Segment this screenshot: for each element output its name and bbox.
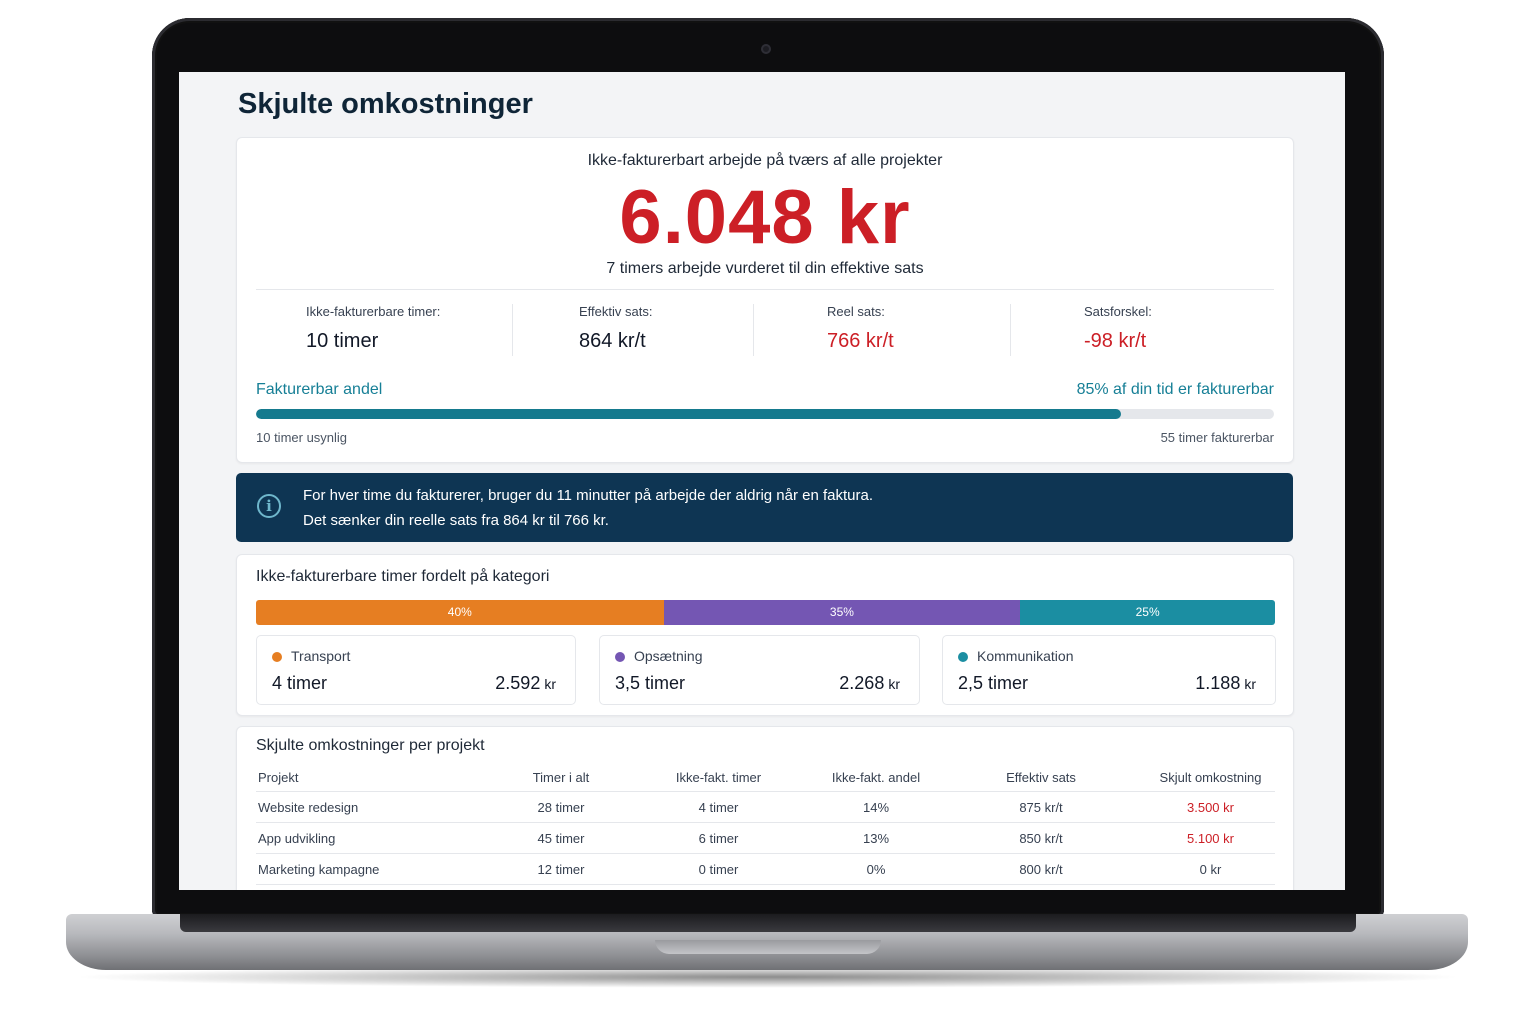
table-row[interactable]: App udvikling 45 timer 6 timer 13% 850 k… (256, 822, 1275, 854)
cell-nonbillable-hours: 0 timer (621, 853, 816, 885)
category-tile-setup: Opsætning 3,5 timer 2.268 kr (599, 635, 920, 705)
metric-effective-rate: Effektiv sats: 864 kr/t (579, 304, 652, 353)
cell-nonbillable-hours: 4 timer (621, 791, 816, 823)
column-header: Timer i alt (501, 763, 621, 792)
category-cost-value: 2.268 (839, 673, 885, 693)
metric-label: Satsforskel: (1084, 304, 1152, 319)
divider (256, 289, 1274, 290)
category-hours: 4 timer (272, 673, 328, 693)
category-cost-unit: kr (544, 676, 556, 692)
category-name: Opsætning (634, 648, 703, 664)
category-name: Kommunikation (977, 648, 1074, 664)
category-name: Transport (291, 648, 351, 664)
category-tile-transport: Transport 4 timer 2.592 kr (256, 635, 576, 705)
category-title: Ikke-fakturerbare timer fordelt på kateg… (256, 568, 550, 585)
billable-share-label: Fakturerbar andel (256, 381, 383, 398)
info-icon: i (257, 494, 281, 518)
category-cost: 1.188 kr (1195, 673, 1256, 694)
category-hours: 2,5 timer (958, 673, 1029, 693)
billable-progress-bar (256, 409, 1274, 419)
cell-nonbillable-share: 14% (816, 791, 936, 823)
billable-hours-caption: 55 timer fakturerbar (1160, 430, 1274, 445)
billable-share-text: 85% af din tid er fakturerbar (1076, 381, 1274, 398)
info-banner: i For hver time du fakturerer, bruger du… (236, 473, 1293, 542)
column-header: Effektiv sats (936, 763, 1146, 792)
cell-total-hours: 28 timer (501, 791, 621, 823)
column-header: Skjult omkostning (1146, 763, 1275, 792)
metric-label: Reel sats: (827, 304, 885, 319)
category-dot-icon (615, 652, 625, 662)
category-cost-unit: kr (888, 676, 900, 692)
category-cost: 2.592 kr (495, 673, 556, 694)
screen: Skjulte omkostninger Ikke-fakturerbart a… (179, 72, 1345, 890)
cell-nonbillable-share: 13% (816, 822, 936, 854)
segment-transport: 40% (256, 600, 664, 625)
category-tile-communication: Kommunikation 2,5 timer 1.188 kr (942, 635, 1276, 705)
divider (753, 304, 754, 356)
project-table: Projekt Timer i alt Ikke-fakt. timer Ikk… (256, 763, 1275, 885)
segment-setup: 35% (663, 600, 1021, 625)
metric-rate-difference: Satsforskel: -98 kr/t (1084, 304, 1152, 353)
metric-value: 10 timer (306, 330, 379, 352)
laptop-shadow (70, 966, 1466, 988)
table-row[interactable]: Marketing kampagne 12 timer 0 timer 0% 8… (256, 853, 1275, 885)
project-cost-card: Skjulte omkostninger per projekt Projekt… (236, 726, 1294, 890)
segment-communication: 25% (1020, 600, 1275, 625)
cell-nonbillable-hours: 6 timer (621, 822, 816, 854)
category-cost: 2.268 kr (839, 673, 900, 694)
cell-effective-rate: 800 kr/t (936, 853, 1146, 885)
table-header-row: Projekt Timer i alt Ikke-fakt. timer Ikk… (256, 763, 1275, 792)
cell-project: Website redesign (256, 791, 501, 823)
cell-total-hours: 12 timer (501, 853, 621, 885)
category-hours: 3,5 timer (615, 673, 686, 693)
cell-hidden-cost: 5.100 kr (1146, 822, 1275, 854)
cell-effective-rate: 875 kr/t (936, 791, 1146, 823)
category-dot-icon (272, 652, 282, 662)
banner-line-1: For hver time du fakturerer, bruger du 1… (303, 487, 874, 504)
summary-card: Ikke-fakturerbart arbejde på tværs af al… (236, 137, 1294, 463)
metric-value: 864 kr/t (579, 330, 646, 352)
camera-icon (761, 44, 771, 54)
metric-value: 766 kr/t (827, 330, 894, 352)
column-header: Projekt (256, 763, 501, 792)
metric-nonbillable-hours: Ikke-fakturerbare timer: 10 timer (306, 304, 440, 353)
hidden-cost-amount: 6.048 kr (619, 175, 911, 260)
category-cost-value: 1.188 (1195, 673, 1241, 693)
metric-real-rate: Reel sats: 766 kr/t (827, 304, 894, 353)
project-table-title: Skjulte omkostninger per projekt (256, 737, 485, 754)
divider (1010, 304, 1011, 356)
metric-label: Effektiv sats: (579, 304, 653, 319)
cell-project: Marketing kampagne (256, 853, 501, 885)
cell-total-hours: 45 timer (501, 822, 621, 854)
column-header: Ikke-fakt. timer (621, 763, 816, 792)
divider (512, 304, 513, 356)
category-stacked-bar: 40% 35% 25% (256, 600, 1275, 625)
laptop-hinge (180, 914, 1356, 932)
cell-hidden-cost: 0 kr (1146, 853, 1275, 885)
category-cost-value: 2.592 (495, 673, 541, 693)
billable-progress-fill (256, 409, 1122, 419)
laptop-notch (655, 940, 881, 954)
category-dot-icon (958, 652, 968, 662)
cell-effective-rate: 850 kr/t (936, 822, 1146, 854)
cell-hidden-cost: 3.500 kr (1146, 791, 1275, 823)
banner-line-2: Det sænker din reelle sats fra 864 kr ti… (303, 512, 609, 529)
summary-note: 7 timers arbejde vurderet til din effekt… (606, 260, 924, 277)
category-card: Ikke-fakturerbare timer fordelt på kateg… (236, 554, 1294, 716)
category-cost-unit: kr (1244, 676, 1256, 692)
summary-subtitle: Ikke-fakturerbart arbejde på tværs af al… (587, 152, 943, 169)
page-title: Skjulte omkostninger (238, 88, 533, 120)
table-row[interactable]: Website redesign 28 timer 4 timer 14% 87… (256, 791, 1275, 823)
cell-nonbillable-share: 0% (816, 853, 936, 885)
cell-project: App udvikling (256, 822, 501, 854)
metric-value: -98 kr/t (1084, 330, 1147, 352)
metric-label: Ikke-fakturerbare timer: (306, 304, 441, 319)
column-header: Ikke-fakt. andel (816, 763, 936, 792)
invisible-hours-caption: 10 timer usynlig (256, 430, 348, 445)
